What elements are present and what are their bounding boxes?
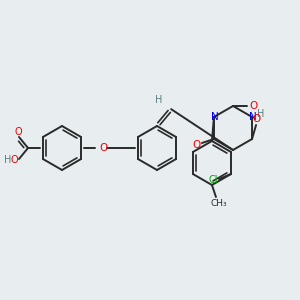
Text: O: O — [10, 155, 18, 165]
Text: H: H — [4, 155, 12, 165]
Text: O: O — [193, 140, 201, 150]
Text: Cl: Cl — [208, 175, 218, 185]
Text: O: O — [99, 143, 107, 153]
Text: N: N — [249, 112, 257, 122]
Text: H: H — [155, 95, 163, 105]
Text: O: O — [14, 127, 22, 137]
Text: CH₃: CH₃ — [211, 199, 227, 208]
Text: H: H — [257, 109, 265, 119]
Text: N: N — [211, 112, 219, 122]
Text: O: O — [249, 101, 257, 111]
Text: O: O — [252, 114, 260, 124]
